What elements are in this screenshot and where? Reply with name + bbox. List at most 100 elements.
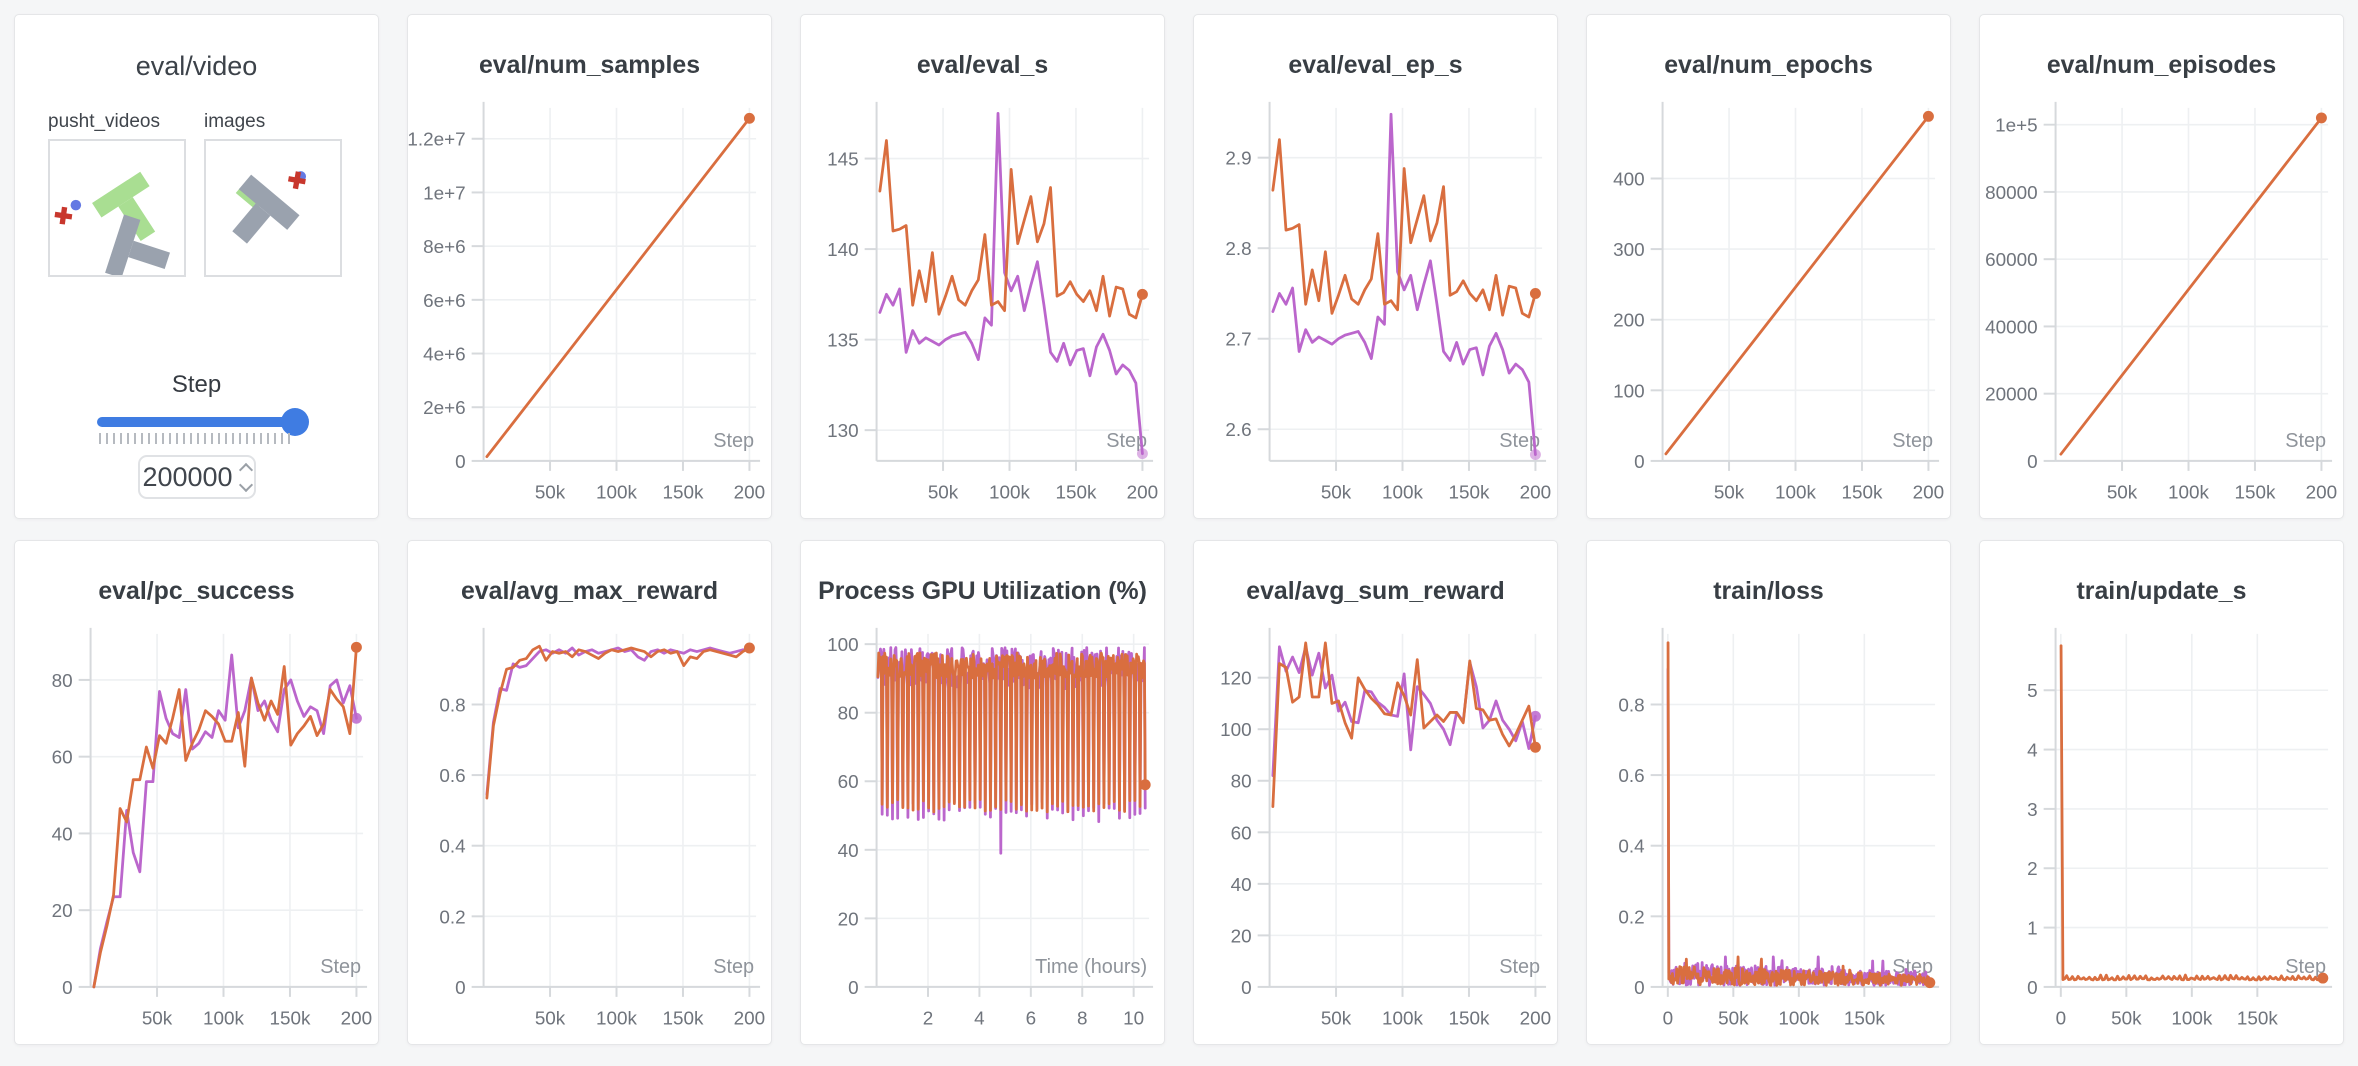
y-tick-label: 0.2 [439,907,465,928]
x-tick-label: 10 [1123,1009,1144,1030]
y-tick-label: 1 [2027,919,2038,940]
y-tick-label: 0.6 [439,766,465,787]
x-tick-label: 50k [928,483,959,504]
media-thumbnail-images[interactable] [204,139,342,277]
panel-eval-pc-success: 0 20 40 60 80 50k 100k 150k 200 Step eval/pc_succe… [14,540,379,1045]
series-end-dot-purple-run [1529,449,1541,461]
y-tick-label: 2.9 [1225,149,1251,170]
y-tick-label: 8e+6 [423,237,466,258]
y-tick-label: 2.6 [1225,420,1251,441]
y-tick-label: 145 [827,150,859,171]
y-tick-label: 40 [52,824,73,845]
x-tick-label: 100k [2168,483,2209,504]
x-tick-label: 150k [1449,483,1490,504]
y-tick-label: 2.8 [1225,239,1251,260]
chart-eval-avg-max-reward[interactable]: 0 0.2 0.4 0.6 0.8 50k 100k 150k 200 Step eval/avg_… [408,541,771,1044]
series-line-purple-run [878,111,1144,456]
chart-eval-eval-s[interactable]: 130 135 140 145 50k 100k 150k 200 Step eval/eval_… [801,15,1164,518]
panel-eval-eval-s: 130 135 140 145 50k 100k 150k 200 Step eval/eval_… [800,14,1165,519]
x-tick-label: 0 [1663,1009,1674,1030]
y-tick-label: 60 [838,772,859,793]
y-tick-label: 80 [838,704,859,725]
chart-eval-pc-success[interactable]: 0 20 40 60 80 50k 100k 150k 200 Step eval/pc_succe… [15,541,378,1044]
series-line-orange-run [1271,641,1537,808]
x-tick-label: 150k [1844,1009,1885,1030]
y-tick-label: 5 [2027,681,2038,702]
chart-eval-num-episodes[interactable]: 0 20000 40000 60000 80000 1e+5 50k 100k 150k 200 S… [1980,15,2343,518]
x-tick-label: 200 [341,1009,373,1030]
pusht-video-frame [54,171,171,275]
x-tick-label: 200 [1520,483,1552,504]
chart-title: eval/avg_max_reward [461,577,718,605]
step-slider-tickmarks [99,433,295,444]
step-slider-label: Step [171,371,222,398]
chart-title: eval/num_episodes [2047,51,2276,79]
y-tick-label: 0 [455,978,466,999]
x-tick-label: 150k [1842,483,1883,504]
y-tick-label: 4e+6 [423,344,466,365]
x-tick-label: 100k [1778,1009,1819,1030]
step-decrement-icon[interactable] [238,477,253,492]
step-input[interactable]: 200000 [137,455,256,499]
x-tick-label: 50k [1321,483,1352,504]
y-tick-label: 20000 [1985,385,2038,406]
x-axis-title: Step [2285,430,2326,452]
chart-process-gpu-utilization[interactable]: 0 20 40 60 80 100 2 4 6 8 10 Time (hours) Process GP… [801,541,1164,1044]
x-tick-label: 200 [1520,1009,1552,1030]
chart-train-loss[interactable]: 0 0.2 0.4 0.6 0.8 0 50k 100k 150k Step train/loss [1587,541,1950,1044]
chart-eval-eval-ep-s[interactable]: 2.6 2.7 2.8 2.9 50k 100k 150k 200 Step eval/eval_… [1194,15,1557,518]
image-frame [232,171,307,244]
media-thumbnail-pusht-videos[interactable] [48,139,186,277]
series-end-dot-orange-run [743,642,755,654]
x-tick-label: 150k [1056,483,1097,504]
y-tick-label: 20 [838,909,859,930]
series-line-orange-run [878,139,1144,320]
y-tick-label: 0.4 [439,837,465,858]
chart-eval-num-samples[interactable]: 0 2e+6 4e+6 6e+6 8e+6 1e+7 1.2e+7 50k 100k 150k 20… [408,15,771,518]
media-panel-title: eval/video [135,51,258,81]
y-tick-label: 0.8 [1618,695,1644,716]
x-tick-label: 200 [1913,483,1945,504]
x-tick-label: 4 [974,1009,985,1030]
x-tick-label: 150k [663,1009,704,1030]
panel-eval-eval-ep-s: 2.6 2.7 2.8 2.9 50k 100k 150k 200 Step eval/eval_… [1193,14,1558,519]
chart-title: eval/num_samples [479,51,700,79]
y-tick-label: 4 [2027,741,2038,762]
series-line-orange-run [485,116,751,459]
step-increment-icon[interactable] [238,462,253,477]
chart-title: eval/eval_ep_s [1288,51,1462,79]
x-tick-label: 200 [734,1009,766,1030]
y-tick-label: 40 [1231,875,1252,896]
y-tick-label: 0 [848,978,859,999]
y-tick-label: 40000 [1985,317,2038,338]
series-end-dot-orange-run [1922,110,1934,122]
y-tick-label: 400 [1613,169,1645,190]
y-tick-label: 300 [1613,240,1645,261]
y-tick-label: 6e+6 [423,291,466,312]
y-tick-label: 0 [1634,452,1645,473]
series-line-purple-run [92,653,358,989]
y-tick-label: 20 [52,901,73,922]
x-tick-label: 150k [1449,1009,1490,1030]
y-tick-label: 100 [1220,720,1252,741]
x-axis-title: Step [1106,430,1147,452]
chart-train-update-s[interactable]: 0 1 2 3 4 5 0 50k 100k 150k Step train/update_s [1980,541,2343,1044]
step-slider-track[interactable] [97,417,295,427]
x-tick-label: 100k [203,1009,244,1030]
chart-title: eval/eval_s [917,51,1048,79]
chart-eval-num-epochs[interactable]: 0 100 200 300 400 50k 100k 150k 200 Step eval/num_… [1587,15,1950,518]
x-tick-label: 50k [2111,1009,2142,1030]
chart-eval-avg-sum-reward[interactable]: 0 20 40 60 80 100 120 50k 100k 150k 200 Step eval/av… [1194,541,1557,1044]
chart-title: train/update_s [2077,577,2247,605]
step-slider-handle[interactable] [281,408,309,436]
x-axis-title: Step [2285,956,2326,978]
panel-process-gpu-utilization: 0 20 40 60 80 100 2 4 6 8 10 Time (hours) Process GP… [800,540,1165,1045]
y-tick-label: 0 [455,452,466,473]
y-tick-label: 1e+7 [423,183,466,204]
x-axis-title: Step [1499,430,1540,452]
panel-eval-num-epochs: 0 100 200 300 400 50k 100k 150k 200 Step eval/num_… [1586,14,1951,519]
series-end-dot-purple-run [1136,448,1148,460]
chart-title: eval/pc_success [98,577,294,605]
y-tick-label: 0.2 [1618,907,1644,928]
x-tick-label: 100k [596,483,637,504]
